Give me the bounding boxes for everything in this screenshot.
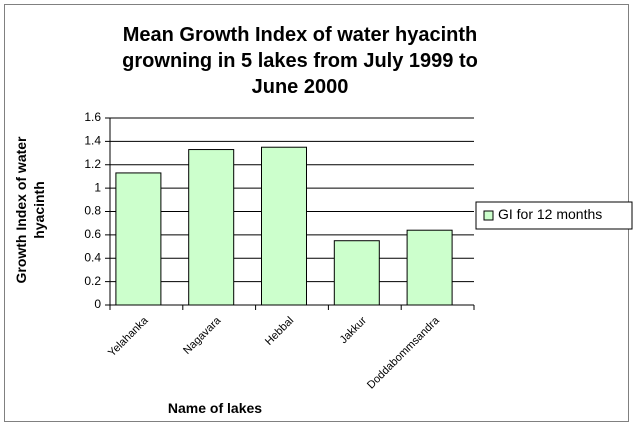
bar [115,172,162,306]
y-tick-label: 0.6 [84,227,101,241]
chart-title: Mean Growth Index of water hyacinth grow… [122,24,478,98]
bar [333,240,380,306]
y-tick-label: 0.8 [84,204,101,218]
bar [406,229,453,306]
y-tick-label: 0.4 [84,250,101,264]
y-tick-label: 0 [94,297,101,311]
x-axis-label: Name of lakes [167,400,263,416]
y-axis-label: Growth Index of water hyacinth [13,136,47,284]
y-tick-label: 1 [94,180,101,194]
legend-label: GI for 12 months [498,206,602,222]
y-tick-label: 0.2 [84,274,101,288]
legend-swatch [483,210,494,221]
bar [261,146,307,306]
y-tick-label: 1.4 [84,134,101,148]
y-tick-label: 1.6 [84,110,101,124]
y-tick-label: 1.2 [84,157,101,171]
bar [188,149,235,306]
legend-box [475,201,633,230]
